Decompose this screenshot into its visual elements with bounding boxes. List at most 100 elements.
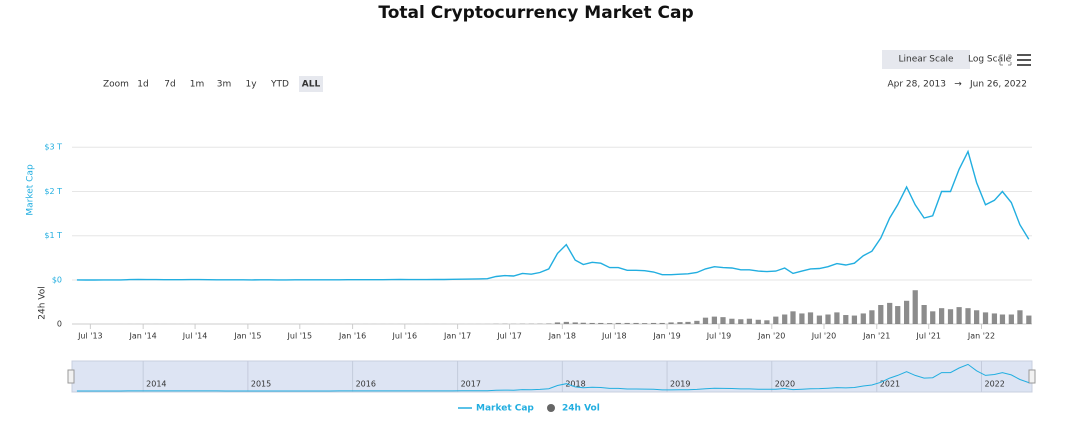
x-tick-label: Jul '18 xyxy=(601,332,627,341)
navigator-handle[interactable] xyxy=(1029,370,1035,383)
volume-bar xyxy=(834,312,839,324)
volume-bar xyxy=(1009,315,1014,325)
volume-bar xyxy=(573,322,578,324)
volume-bar xyxy=(712,317,717,324)
x-tick-label: Jan '21 xyxy=(862,332,890,341)
y2-axis-title: 24h Vol xyxy=(38,286,48,319)
zoom-button[interactable]: 1d xyxy=(137,80,148,90)
volume-bar xyxy=(939,308,944,324)
volume-bar xyxy=(843,315,848,324)
zoom-buttons: 1d 7d 1m 3m 1y YTD ALL xyxy=(137,76,323,92)
y-tick-label: $2 T xyxy=(44,187,62,196)
volume-bar xyxy=(948,309,953,324)
volume-bar xyxy=(992,313,997,324)
menu-icon[interactable] xyxy=(1017,55,1031,65)
x-tick-label: Jul '16 xyxy=(392,332,418,341)
zoom-button[interactable]: 1y xyxy=(245,80,257,90)
volume-bar xyxy=(729,319,734,324)
volume-bar xyxy=(1000,315,1005,325)
volume-bar xyxy=(782,315,787,325)
chart-title: Total Cryptocurrency Market Cap xyxy=(378,3,693,23)
x-tick-label: Jul '19 xyxy=(706,332,732,341)
log-scale-label[interactable]: Log Scale xyxy=(968,55,1012,65)
volume-bar xyxy=(651,323,656,324)
volume-bar xyxy=(668,322,673,324)
volume-bar xyxy=(922,305,927,324)
volume-bar xyxy=(598,323,603,324)
legend: Market Cap 24h Vol xyxy=(458,404,600,414)
volume-bar xyxy=(581,323,586,324)
range-arrow: → xyxy=(954,80,962,90)
zoom-button[interactable]: 7d xyxy=(164,80,175,90)
x-tick-label: Jan '18 xyxy=(548,332,576,341)
volume-bar xyxy=(895,306,900,324)
volume-bar xyxy=(965,308,970,324)
volume-bar xyxy=(642,323,647,324)
navigator-label: 2020 xyxy=(775,380,795,389)
y2-tick-label: 0 xyxy=(57,320,62,329)
market-cap-line xyxy=(77,152,1029,280)
volume-bar xyxy=(607,323,612,324)
volume-bar xyxy=(773,317,778,324)
x-tick-label: Jul '17 xyxy=(496,332,522,341)
zoom-button[interactable]: 3m xyxy=(217,80,232,90)
zoom-button[interactable]: 1m xyxy=(190,80,205,90)
volume-bar xyxy=(983,312,988,324)
volume-bar xyxy=(660,323,665,324)
x-tick-label: Jul '15 xyxy=(287,332,313,341)
volume-bar xyxy=(852,316,857,324)
volume-bar xyxy=(1017,310,1022,324)
volume-bar xyxy=(677,322,682,324)
volume-bar xyxy=(720,317,725,324)
volume-bar xyxy=(878,305,883,324)
volume-bar xyxy=(799,313,804,324)
volume-bar xyxy=(957,307,962,324)
zoom-label: Zoom xyxy=(103,80,129,90)
volume-bar xyxy=(685,322,690,324)
volume-bar xyxy=(590,323,595,324)
legend-label[interactable]: 24h Vol xyxy=(562,404,600,414)
volume-bar xyxy=(790,311,795,324)
linear-scale-label[interactable]: Linear Scale xyxy=(898,55,954,65)
y-tick-label: $3 T xyxy=(44,143,62,152)
legend-label[interactable]: Market Cap xyxy=(476,404,534,414)
volume-bar xyxy=(756,320,761,324)
zoom-button[interactable]: YTD xyxy=(270,80,289,90)
navigator-handle[interactable] xyxy=(68,370,74,383)
volume-bar xyxy=(1026,316,1031,324)
navigator-label: 2016 xyxy=(356,380,376,389)
volume-bar xyxy=(633,323,638,324)
x-tick-label: Jul '21 xyxy=(915,332,941,341)
range-from: Apr 28, 2013 xyxy=(887,80,946,90)
navigator-label: 2017 xyxy=(461,380,481,389)
volume-bar xyxy=(974,310,979,324)
x-tick-label: Jul '13 xyxy=(77,332,103,341)
legend-symbol[interactable] xyxy=(547,404,555,412)
x-tick-label: Jan '17 xyxy=(443,332,471,341)
navigator-label: 2015 xyxy=(251,380,271,389)
x-tick-label: Jan '16 xyxy=(338,332,366,341)
x-tick-label: Jan '20 xyxy=(757,332,785,341)
y-tick-label: $0 xyxy=(52,276,62,285)
volume-bar xyxy=(747,319,752,324)
y-axis-title: Market Cap xyxy=(26,164,36,216)
x-tick-label: Jul '20 xyxy=(811,332,837,341)
volume-bar xyxy=(764,320,769,324)
volume-bar xyxy=(703,318,708,324)
zoom-button[interactable]: ALL xyxy=(302,80,321,90)
volume-bar xyxy=(817,316,822,324)
volume-bar xyxy=(930,311,935,324)
volume-bar xyxy=(887,303,892,324)
volume-bar xyxy=(913,290,918,324)
x-tick-label: Jul '14 xyxy=(182,332,208,341)
volume-bar xyxy=(738,319,743,324)
navigator-label: 2022 xyxy=(985,380,1005,389)
navigator-label: 2019 xyxy=(670,380,690,389)
y-tick-label: $1 T xyxy=(44,231,62,240)
volume-bar xyxy=(861,313,866,324)
volume-bar xyxy=(625,323,630,324)
volume-bar xyxy=(904,301,909,324)
navigator-label: 2014 xyxy=(146,380,166,389)
